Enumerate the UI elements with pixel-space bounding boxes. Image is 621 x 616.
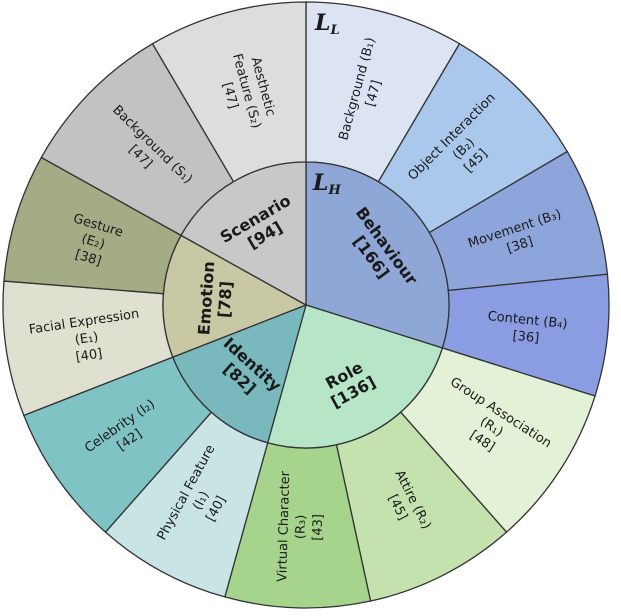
inner-segment-identity — [171, 303, 307, 444]
outer-ring: Background (B₁)[47] Object Interaction(B₂… — [2, 1, 610, 609]
inner-segment-scenario — [180, 161, 307, 307]
inner-segment-role — [266, 304, 444, 449]
inner-label-emotion: Emotion[78] — [194, 261, 237, 338]
outer-label-r3: Virtual Character(R₃)[43] — [275, 470, 327, 583]
level-labels: LL LH — [312, 10, 341, 198]
inner-segment-behaviour — [305, 161, 450, 349]
outer-level-label: LL — [314, 10, 340, 38]
inner-level-label: LH — [312, 170, 341, 198]
inner-ring: Behaviour[166]Role[136]Identity[82]Emoti… — [162, 161, 450, 449]
inner-segment-emotion — [162, 234, 308, 358]
